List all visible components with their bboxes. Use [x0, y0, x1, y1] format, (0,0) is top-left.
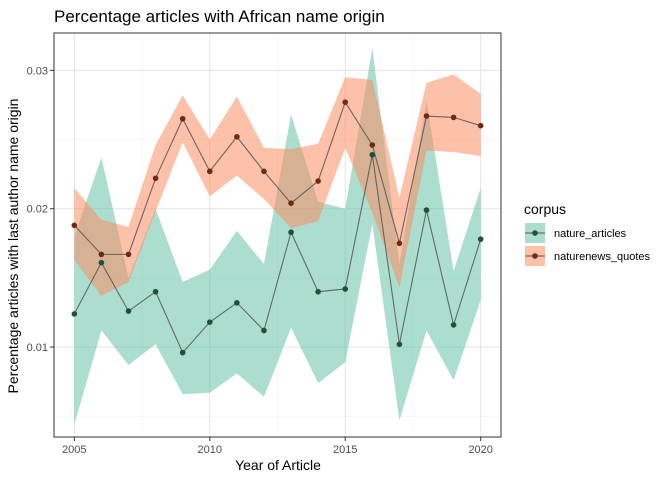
data-point-nature_articles	[98, 259, 105, 266]
data-point-naturenews_quotes	[450, 114, 457, 121]
data-point-nature_articles	[234, 299, 240, 306]
data-point-naturenews_quotes	[261, 168, 267, 175]
y-tick-label: 0.02	[27, 204, 48, 216]
data-point-nature_articles	[477, 236, 484, 242]
series-lines	[73, 100, 482, 354]
y-tick-label: 0.03	[27, 65, 48, 77]
x-tick-label: 2005	[62, 444, 86, 456]
data-point-naturenews_quotes	[71, 222, 78, 229]
x-tick-label: 2010	[198, 444, 222, 456]
x-axis-label: Year of Article	[235, 457, 321, 473]
data-point-naturenews_quotes	[234, 133, 240, 140]
data-point-naturenews_quotes	[179, 115, 186, 122]
x-axis-ticks: 2005 2010 2015 2020	[62, 437, 493, 456]
data-point-nature_articles	[179, 349, 186, 356]
data-point-nature_articles	[288, 229, 294, 236]
data-point-nature_articles	[450, 322, 457, 328]
data-point-nature_articles	[369, 151, 376, 158]
data-point-naturenews_quotes	[152, 175, 159, 182]
y-axis-ticks: 0.01 0.02 0.03	[27, 65, 54, 354]
confidence-bands	[74, 48, 481, 425]
data-point-nature_articles	[315, 288, 321, 295]
plot-border	[53, 32, 502, 438]
data-point-nature_articles	[342, 286, 349, 292]
legend-label-nature_articles: nature_articles	[554, 228, 627, 240]
legend-key-point	[532, 253, 538, 259]
data-point-naturenews_quotes	[98, 251, 105, 258]
data-point-naturenews_quotes	[206, 168, 213, 175]
data-point-nature_articles	[206, 319, 213, 325]
data-point-nature_articles	[152, 288, 159, 295]
legend-title: corpus	[524, 201, 566, 217]
series-line-naturenews_quotes	[73, 100, 481, 255]
chart-title: Percentage articles with African name or…	[54, 7, 385, 26]
data-point-nature_articles	[71, 311, 78, 317]
data-point-naturenews_quotes	[477, 122, 484, 129]
data-point-naturenews_quotes	[396, 240, 403, 247]
data-point-nature_articles	[125, 308, 132, 314]
y-tick-label: 0.01	[27, 342, 48, 354]
data-point-naturenews_quotes	[423, 113, 430, 119]
data-point-naturenews_quotes	[342, 99, 349, 105]
legend-key-point	[532, 230, 538, 236]
data-point-nature_articles	[396, 341, 403, 348]
confidence-band-naturenews_quotes	[74, 74, 481, 296]
data-points	[71, 99, 484, 356]
x-tick-label: 2020	[468, 444, 492, 456]
data-point-nature_articles	[261, 327, 267, 334]
data-point-naturenews_quotes	[315, 178, 321, 184]
data-point-naturenews_quotes	[369, 142, 376, 148]
series-line-nature_articles	[73, 154, 482, 354]
legend-label-naturenews_quotes: naturenews_quotes	[554, 251, 651, 263]
data-point-naturenews_quotes	[125, 251, 132, 258]
legend: corpus nature_articles naturenews_quotes	[524, 201, 651, 266]
x-tick-label: 2015	[333, 444, 357, 456]
y-axis-label: Percentage articles with last author nam…	[5, 99, 21, 394]
data-point-naturenews_quotes	[288, 200, 294, 206]
data-point-nature_articles	[423, 207, 430, 213]
